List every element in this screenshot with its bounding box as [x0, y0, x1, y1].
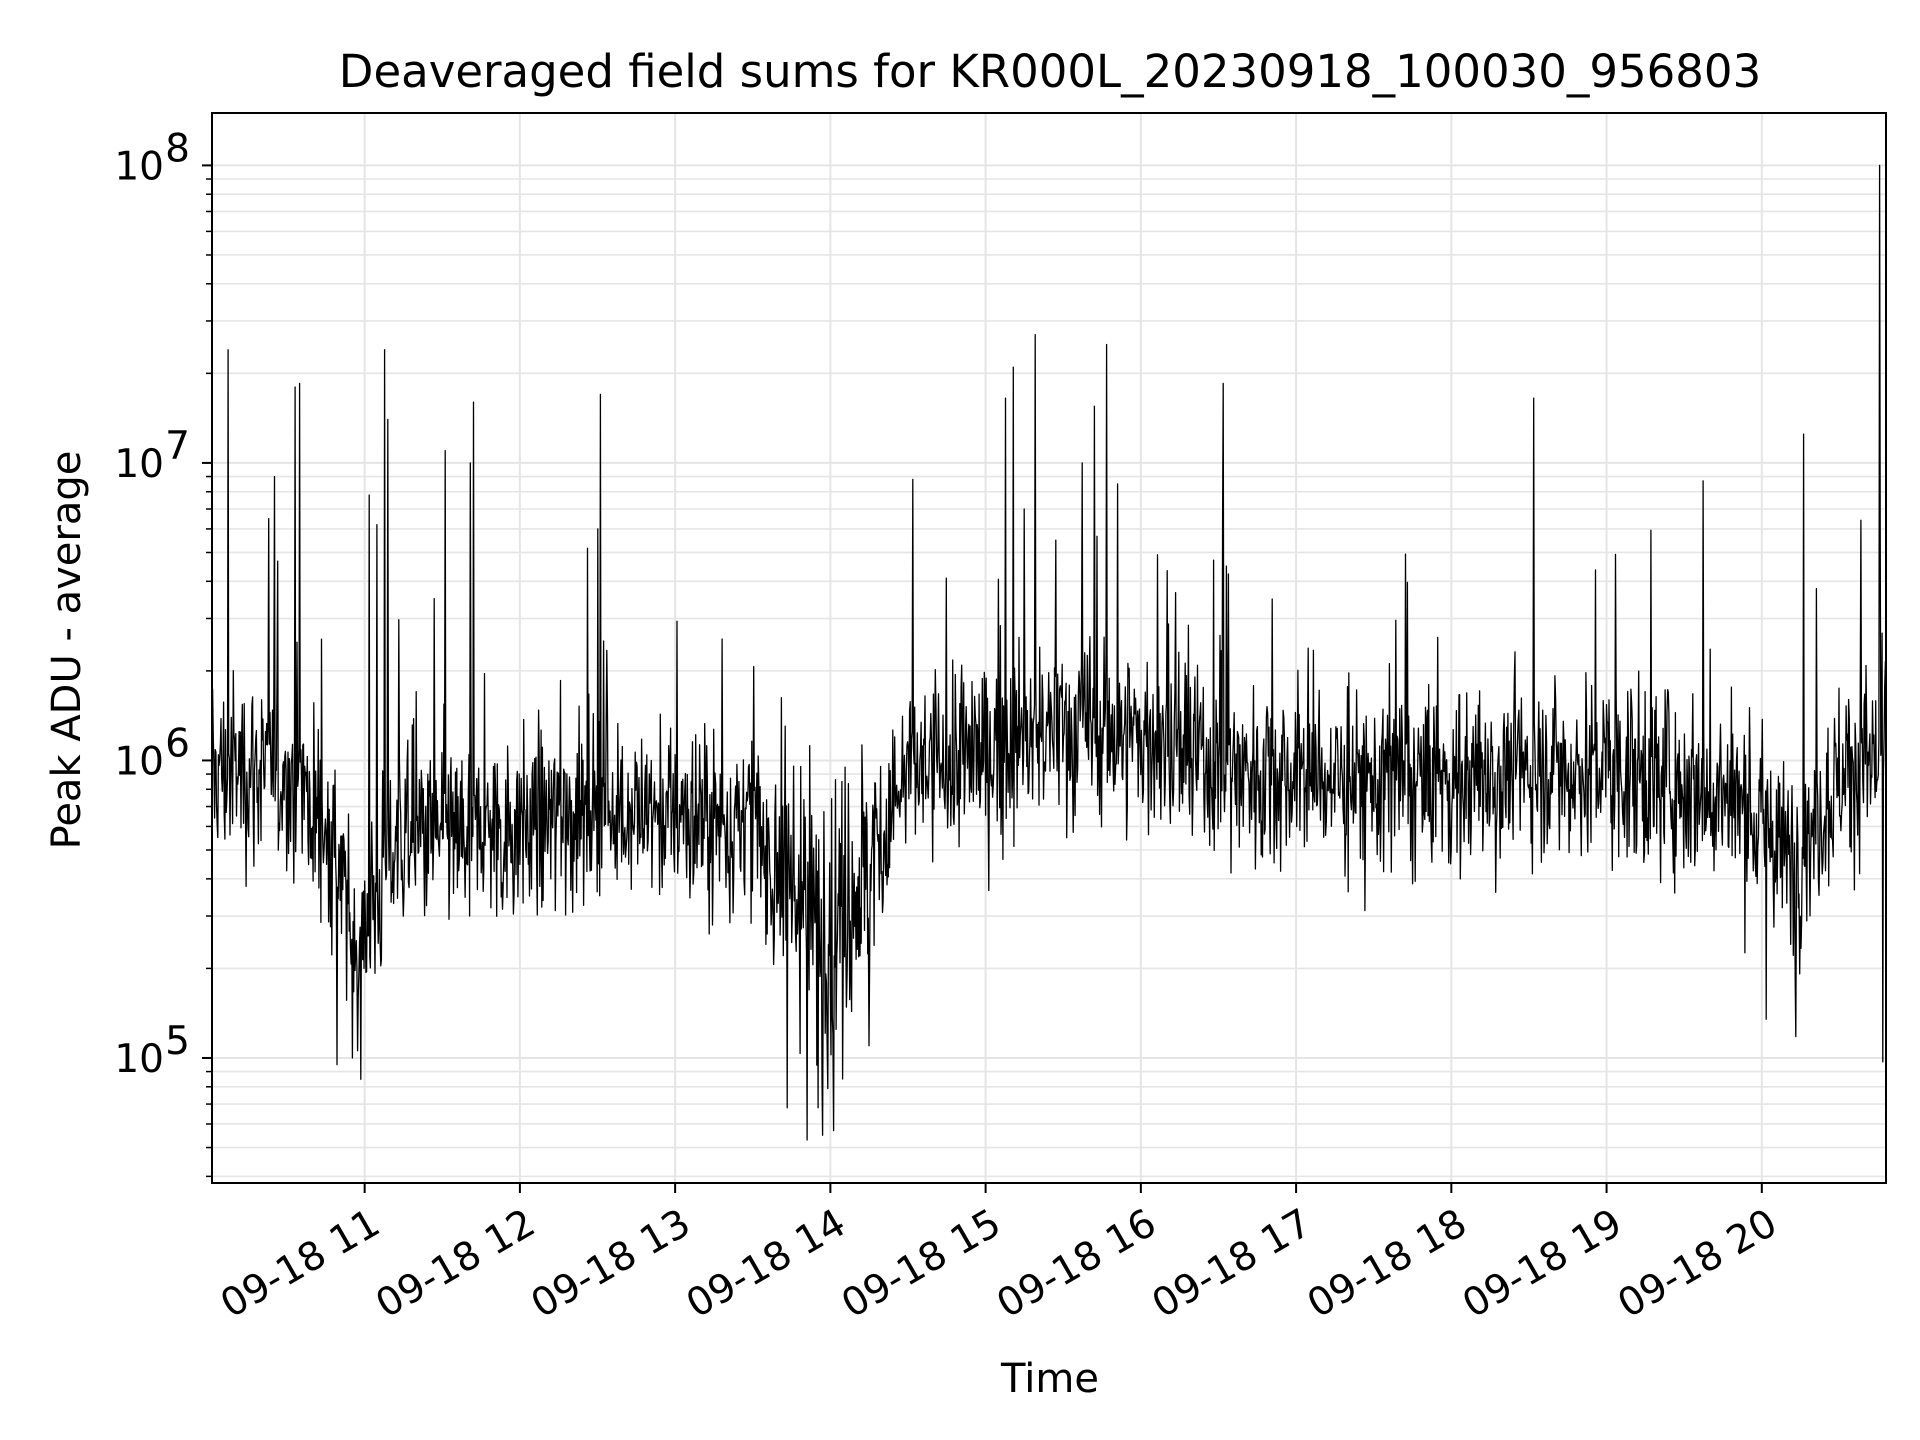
y-tick-label: 10	[114, 442, 164, 487]
axes-frame	[211, 112, 1887, 1184]
y-tick-exponent: 8	[165, 126, 190, 171]
grid-lines	[212, 113, 1886, 1183]
series-line	[211, 164, 1887, 1141]
y-tick-label: 10	[114, 1037, 164, 1082]
y-tick-label: 10	[114, 144, 164, 189]
series-line-group	[211, 164, 1887, 1141]
y-axis-label: Peak ADU - average	[44, 451, 90, 850]
chart-title: Deaveraged field sums for KR000L_2023091…	[339, 45, 1761, 98]
x-axis-label: Time	[1000, 1356, 1099, 1402]
y-tick-exponent: 6	[165, 721, 190, 766]
y-tick-exponent: 7	[165, 424, 190, 469]
y-tick-label: 10	[114, 739, 164, 784]
y-tick-exponent: 5	[165, 1019, 190, 1064]
